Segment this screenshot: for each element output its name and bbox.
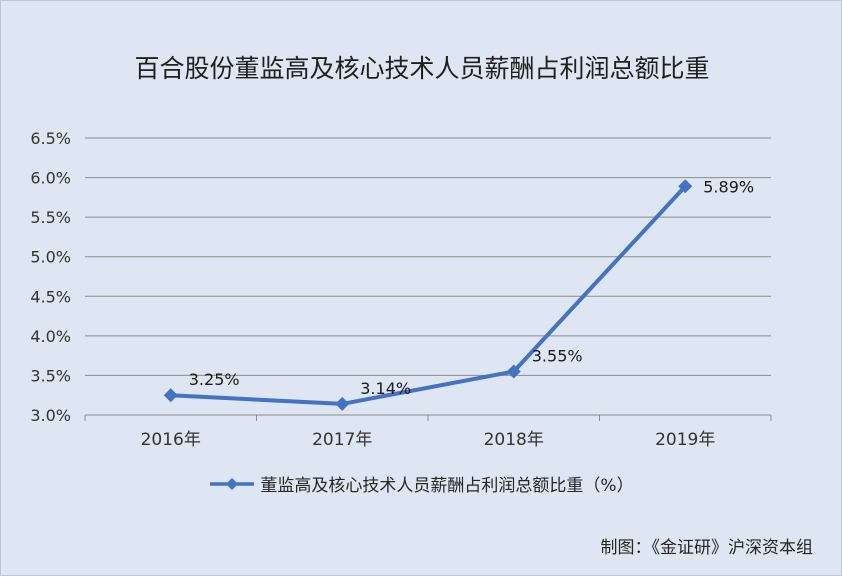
- x-axis-tick-labels: 2016年 2017年 2018年 2019年: [141, 430, 716, 450]
- y-tick-label: 5.5%: [30, 208, 71, 227]
- y-tick-label: 4.5%: [30, 287, 71, 306]
- y-tick-label: 3.0%: [30, 406, 71, 425]
- legend-label: 董监高及核心技术人员薪酬占利润总额比重（%）: [260, 476, 634, 496]
- data-label: 3.14%: [360, 379, 411, 398]
- x-tick-label: 2018年: [484, 430, 544, 450]
- y-tick-label: 3.5%: [30, 366, 71, 385]
- gridlines: [84, 137, 772, 421]
- y-axis-tick-labels: 3.0% 3.5% 4.0% 4.5% 5.0% 5.5% 6.0% 6.5%: [30, 129, 71, 425]
- y-tick-label: 5.0%: [30, 248, 71, 267]
- data-point-marker: [335, 396, 350, 411]
- series-line-layer: [163, 179, 693, 411]
- x-tick-label: 2017年: [312, 430, 372, 450]
- x-tick-label: 2016年: [141, 430, 201, 450]
- data-labels: 3.25% 3.14% 3.55% 5.89%: [189, 177, 754, 398]
- data-point-marker: [506, 364, 521, 379]
- y-tick-label: 6.0%: [30, 169, 71, 188]
- data-label: 5.89%: [703, 177, 754, 196]
- data-point-marker: [678, 179, 693, 194]
- chart-title: 百合股份董监高及核心技术人员薪酬占利润总额比重: [134, 54, 710, 83]
- legend-marker-icon: [210, 477, 255, 490]
- data-point-marker: [163, 388, 178, 403]
- data-label: 3.55%: [532, 346, 583, 365]
- y-tick-label: 4.0%: [30, 327, 71, 346]
- source-note: 制图：《金证研》沪深资本组: [600, 538, 814, 558]
- x-tick-label: 2019年: [655, 430, 715, 450]
- series-line: [168, 184, 688, 406]
- data-label: 3.25%: [189, 370, 240, 389]
- y-tick-label: 6.5%: [30, 129, 71, 148]
- legend: 董监高及核心技术人员薪酬占利润总额比重（%）: [1, 471, 842, 496]
